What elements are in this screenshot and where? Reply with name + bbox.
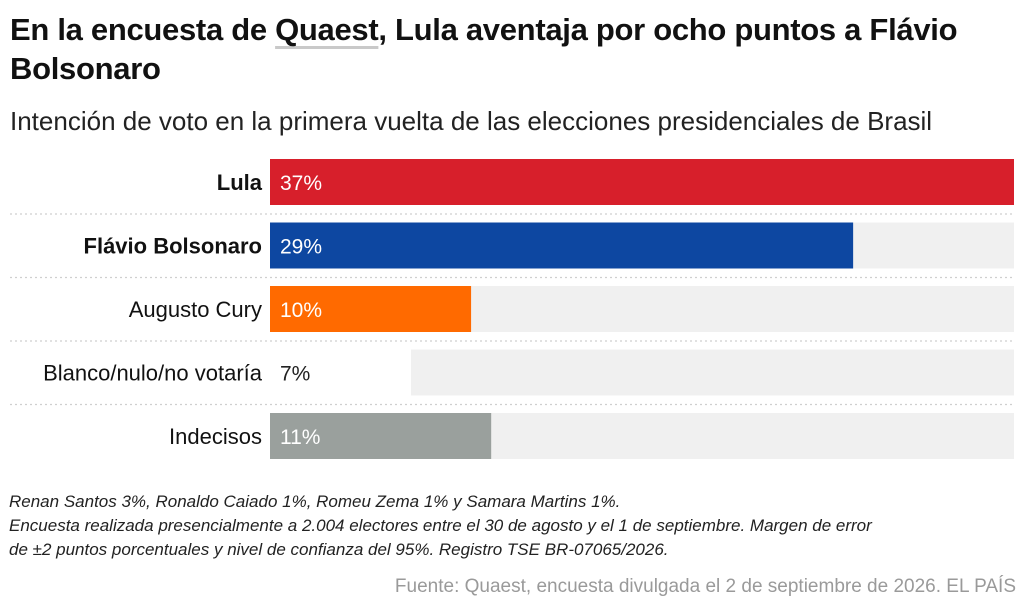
chart-title: En la encuesta de Quaest, Lula aventaja … [10,10,1010,88]
bar-1 [270,222,854,269]
category-label-2: Augusto Cury [129,297,262,322]
quaest-link[interactable]: Quaest [275,12,379,47]
category-label-1: Flávio Bolsonaro [84,234,262,259]
bar-3 [270,349,411,396]
value-label-1: 29% [280,236,322,259]
bar-4 [270,413,492,459]
bar-2 [270,286,472,332]
note-other-candidates: Renan Santos 3%, Ronaldo Caiado 1%, Rome… [9,492,621,511]
source-credit: Fuente: Quaest, encuesta divulgada el 2 … [394,576,1016,597]
bar-0 [270,159,1014,205]
title-text-after: , Lula aventaja por ocho puntos a Flávio… [10,12,958,86]
note-methodology-cont: de ±2 puntos porcentuales y nivel de con… [9,540,669,559]
category-label-3: Blanco/nulo/no votaría [43,361,263,386]
value-label-4: 11% [280,426,320,449]
category-label-0: Lula [217,170,263,195]
bar-chart: Lula 37% Flávio Bolsonaro 29% Augusto Cury 10… [10,159,1014,459]
note-methodology: Encuesta realizada presencialmente a 2.0… [9,516,872,535]
value-label-3: 7% [280,363,310,386]
title-text-before: En la encuesta de [10,12,276,47]
chart-notes: Renan Santos 3%, Ronaldo Caiado 1%, Rome… [9,490,1019,562]
value-label-2: 10% [280,299,322,322]
value-label-0: 37% [280,172,322,195]
chart-subtitle: Intención de voto en la primera vuelta d… [10,106,933,136]
category-label-4: Indecisos [169,424,262,449]
